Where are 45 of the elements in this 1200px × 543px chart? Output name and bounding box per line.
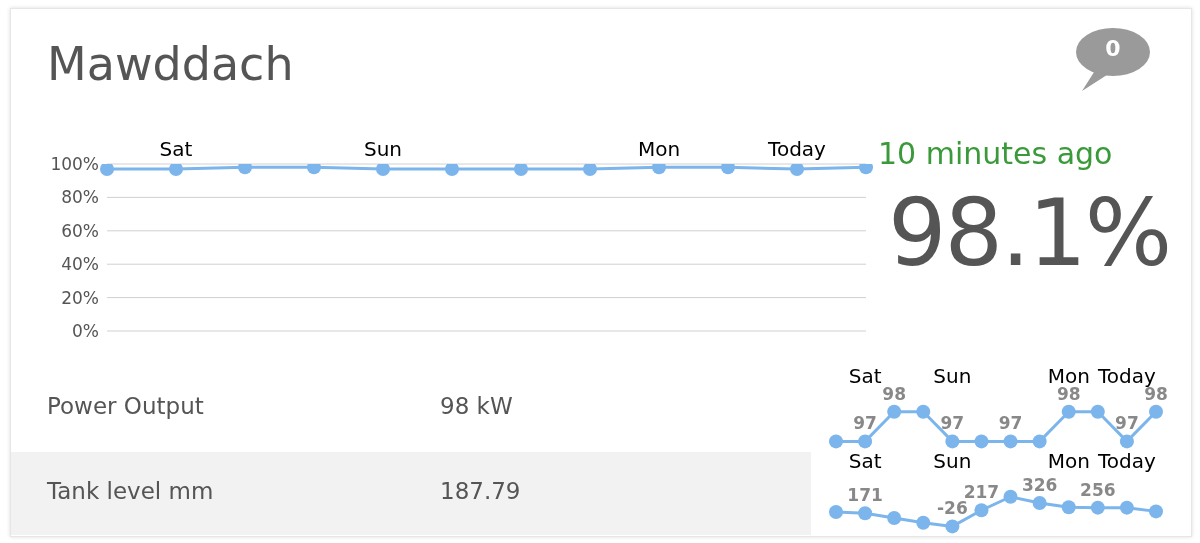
text: 98.1% xyxy=(888,180,1171,287)
text: 187.79 xyxy=(440,478,521,504)
data-label: 97 xyxy=(1115,413,1139,434)
x-tick-label: Sat xyxy=(159,137,193,161)
x-tick-label: Sun xyxy=(933,364,972,388)
data-label: 171 xyxy=(847,485,883,506)
x-tick-label: Mon xyxy=(1047,449,1090,473)
y-tick-label: 60% xyxy=(61,220,99,241)
data-label: 326 xyxy=(1021,475,1058,496)
x-tick-label: Sun xyxy=(363,137,403,161)
y-tick-label: 100% xyxy=(50,154,99,175)
data-label: 98 xyxy=(882,383,907,404)
text: 0 xyxy=(1101,36,1125,62)
point xyxy=(1149,504,1163,519)
point xyxy=(1061,500,1076,515)
point xyxy=(945,519,960,534)
text: Power Output xyxy=(47,393,204,419)
data-label: 97 xyxy=(998,413,1023,434)
text: 10 minutes ago xyxy=(878,136,1113,171)
data-label: 256 xyxy=(1080,479,1116,500)
point xyxy=(1119,500,1134,515)
x-tick-label: Today xyxy=(1096,449,1156,473)
point xyxy=(1090,500,1105,515)
point xyxy=(974,503,989,518)
y-tick-label: 20% xyxy=(61,287,99,308)
x-tick-label: Sat xyxy=(848,364,882,388)
y-tick-label: 80% xyxy=(61,187,99,208)
point xyxy=(1032,496,1047,511)
chart-title: Mawddach xyxy=(47,36,294,92)
data-label: -26 xyxy=(937,498,968,519)
x-tick-label: Sun xyxy=(933,449,972,473)
x-tick-label: Mon xyxy=(637,137,681,161)
data-label: 97 xyxy=(853,413,877,434)
text: Tank level mm xyxy=(47,478,214,504)
y-tick-label: 40% xyxy=(61,254,99,275)
y-tick-label: 0% xyxy=(72,321,99,342)
point xyxy=(1003,489,1018,504)
data-label: 97 xyxy=(940,413,965,434)
x-tick-label: Sat xyxy=(848,449,882,473)
point xyxy=(858,506,873,521)
point xyxy=(887,511,902,526)
x-tick-label: Today xyxy=(767,137,827,161)
point xyxy=(829,505,843,520)
text: 98 kW xyxy=(440,393,513,419)
point xyxy=(916,515,931,530)
